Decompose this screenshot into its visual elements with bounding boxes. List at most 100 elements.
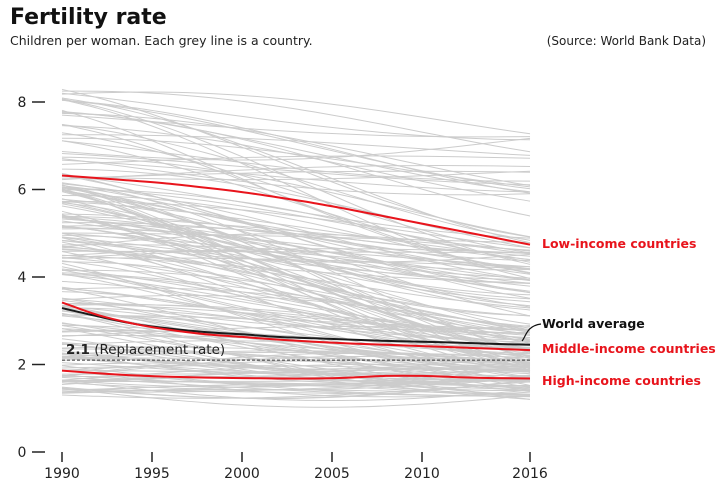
country-line xyxy=(61,379,531,399)
country-line xyxy=(61,257,531,335)
series-line-low-income-countries xyxy=(61,174,531,246)
country-line xyxy=(61,214,531,370)
country-line xyxy=(61,188,531,369)
y-tick-label: 4 xyxy=(18,270,27,286)
country-line xyxy=(61,172,531,270)
country-line xyxy=(61,112,531,217)
country-line xyxy=(61,201,531,257)
series-labels-group: Low-income countries World average Middle-… xyxy=(521,236,716,388)
country-line xyxy=(61,153,531,186)
country-line xyxy=(61,248,531,331)
country-line xyxy=(61,268,531,336)
x-tick-label: 2000 xyxy=(224,466,260,482)
country-line xyxy=(61,325,531,337)
country-line xyxy=(61,165,531,181)
y-axis: 0 2 4 6 8 xyxy=(18,95,45,461)
country-line xyxy=(61,249,531,282)
country-line xyxy=(61,137,531,161)
x-tick-label: 1990 xyxy=(44,466,80,482)
country-line xyxy=(61,287,531,333)
country-line xyxy=(61,302,531,335)
series-label-middle-income-countries: Middle-income countries xyxy=(542,341,716,356)
country-line xyxy=(61,328,531,381)
country-line xyxy=(61,91,531,135)
country-line xyxy=(61,304,531,340)
country-line xyxy=(61,125,531,202)
country-line xyxy=(61,251,531,352)
country-line xyxy=(61,158,531,196)
country-line xyxy=(61,159,531,193)
country-line xyxy=(61,185,531,299)
chart-source: (Source: World Bank Data) xyxy=(547,34,706,48)
series-label-high-income-countries: High-income countries xyxy=(542,373,701,388)
country-line xyxy=(61,234,531,292)
series-label-world-average: World average xyxy=(542,316,645,331)
country-line xyxy=(61,228,531,294)
country-line xyxy=(61,378,531,391)
x-tick-label: 2005 xyxy=(314,466,350,482)
x-tick-label: 2010 xyxy=(404,466,440,482)
country-line xyxy=(61,314,531,378)
y-tick-label: 2 xyxy=(18,358,27,374)
country-line xyxy=(61,168,531,249)
country-line xyxy=(61,312,531,370)
chart-subtitle: Children per woman. Each grey line is a … xyxy=(10,33,313,48)
country-line xyxy=(61,195,531,274)
world-average-leader-line xyxy=(521,323,542,342)
replacement-rate-label: 2.1 (Replacement rate) xyxy=(66,342,225,358)
country-line xyxy=(61,140,531,182)
country-line xyxy=(61,266,531,340)
country-line xyxy=(61,99,531,190)
x-tick-label: 2016 xyxy=(512,466,548,482)
country-line xyxy=(61,236,531,317)
country-line xyxy=(61,353,531,384)
country-line xyxy=(61,348,531,383)
country-line xyxy=(61,92,531,141)
country-line xyxy=(61,355,531,377)
chart-title: Fertility rate xyxy=(10,5,167,30)
country-line xyxy=(61,225,531,303)
country-line xyxy=(61,111,531,193)
country-line xyxy=(61,97,531,244)
y-tick-label: 8 xyxy=(18,95,27,111)
country-line xyxy=(61,210,531,373)
country-line xyxy=(61,388,531,408)
series-lines-group xyxy=(61,174,531,380)
country-line xyxy=(61,155,531,165)
x-tick-label: 1995 xyxy=(134,466,170,482)
country-line xyxy=(61,322,531,396)
country-line xyxy=(61,184,531,311)
country-line xyxy=(61,191,531,351)
country-line xyxy=(61,273,531,366)
series-line-middle-income-countries xyxy=(61,301,531,352)
country-line xyxy=(61,99,531,194)
country-line xyxy=(61,324,531,350)
replacement-rate-value: 2.1 xyxy=(66,342,90,358)
series-label-low-income-countries: Low-income countries xyxy=(542,236,696,251)
country-line xyxy=(61,261,531,344)
country-line xyxy=(61,132,531,254)
country-line xyxy=(61,183,531,281)
country-line xyxy=(61,351,531,358)
country-line xyxy=(61,215,531,343)
replacement-rate-group: 2.1 (Replacement rate) xyxy=(62,342,530,361)
country-line xyxy=(61,233,531,252)
y-tick-label: 6 xyxy=(18,183,27,199)
replacement-rate-text: (Replacement rate) xyxy=(90,342,225,358)
country-line xyxy=(61,114,531,138)
series-line-high-income-countries xyxy=(61,369,531,380)
country-lines-group xyxy=(61,88,531,408)
x-axis: 1990 1995 2000 2005 2010 2016 xyxy=(44,452,548,482)
country-line xyxy=(61,248,531,259)
country-line xyxy=(61,369,531,378)
y-tick-label: 0 xyxy=(18,445,27,461)
country-line xyxy=(61,112,531,186)
country-line xyxy=(61,351,531,392)
country-line xyxy=(61,365,531,373)
country-line xyxy=(61,156,531,238)
country-line xyxy=(61,205,531,300)
country-line xyxy=(61,269,531,332)
country-line xyxy=(61,286,531,334)
country-line xyxy=(61,203,531,271)
